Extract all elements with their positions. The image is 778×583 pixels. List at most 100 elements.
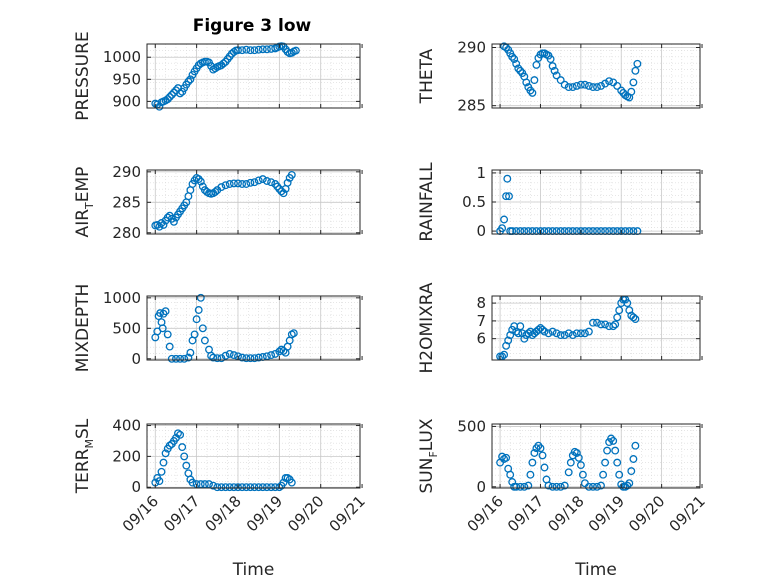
axes-box: [491, 423, 701, 489]
data-point: [526, 86, 535, 95]
data-point: [502, 453, 511, 462]
data-point: [279, 346, 288, 355]
data-point: [568, 331, 577, 340]
data-point: [234, 483, 242, 492]
data-point: [631, 66, 640, 75]
data-point: [277, 187, 286, 196]
data-point: [498, 452, 507, 461]
data-point: [258, 175, 267, 184]
subplot-5: 0 500 1000 MIXDEPTH: [73, 284, 363, 372]
data-point: [229, 483, 238, 492]
data-point: [584, 327, 593, 336]
data-point: [184, 77, 193, 86]
data-point: [500, 350, 509, 359]
data-point: [613, 458, 622, 467]
y-axis-label: RAINFALL: [417, 162, 437, 242]
data-point: [514, 329, 523, 338]
data-point: [209, 353, 218, 362]
data-point: [530, 76, 539, 85]
data-point: [287, 170, 296, 179]
data-point: [528, 88, 537, 97]
data-point: [192, 315, 201, 324]
data-point: [584, 81, 593, 90]
data-point: [159, 458, 168, 467]
data-point: [514, 64, 523, 73]
y-tick-label: 6: [476, 330, 486, 348]
data-point: [163, 330, 172, 339]
data-point: [200, 480, 209, 489]
data-point: [196, 177, 205, 186]
data-point: [506, 470, 515, 479]
data-point: [172, 354, 180, 363]
data-point: [229, 351, 238, 360]
data-point: [180, 452, 189, 461]
y-tick-label: 290: [112, 163, 141, 181]
data-point: [254, 176, 263, 185]
data-point: [176, 430, 185, 439]
data-point: [625, 479, 634, 488]
y-tick-label: 0: [131, 350, 141, 368]
data-point: [564, 83, 573, 92]
data-point: [576, 329, 585, 338]
y-axis-label: THETA: [417, 48, 437, 104]
data-point: [250, 46, 259, 55]
data-point: [246, 354, 255, 363]
data-point: [267, 178, 276, 187]
data-point: [155, 477, 164, 486]
data-point: [508, 52, 517, 61]
data-point: [238, 46, 247, 55]
data-point: [500, 215, 509, 224]
data-point: [246, 46, 255, 55]
data-point: [238, 483, 247, 492]
subplot-4: 0 0.5 1 RAINFALL: [417, 162, 703, 242]
data-point: [213, 354, 222, 363]
data-point: [163, 95, 172, 104]
data-point: [631, 315, 640, 324]
y-tick-label: 500: [457, 417, 486, 435]
data-point: [157, 467, 166, 476]
data-point: [631, 441, 640, 450]
data-point: [613, 313, 622, 322]
data-point: [221, 351, 230, 360]
data-point: [161, 449, 170, 458]
y-tick-label: 0: [131, 478, 141, 496]
data-point: [589, 482, 597, 491]
plot-area: [492, 44, 700, 108]
y-axis-label: AIRTEMP: [73, 167, 96, 238]
y-tick-label: 1: [476, 164, 486, 182]
data-point: [258, 483, 267, 492]
data-point: [564, 329, 573, 338]
axes-box: [491, 295, 701, 361]
data-point: [186, 348, 195, 357]
data-point: [267, 351, 276, 360]
data-point: [273, 182, 282, 191]
data-point: [593, 318, 601, 327]
data-point: [242, 483, 251, 492]
data-point: [211, 187, 220, 196]
data-point: [196, 480, 205, 489]
y-tick-label: 285: [112, 193, 141, 211]
axes-box: [491, 43, 701, 109]
y-axis-label: TERRMSL: [73, 418, 96, 494]
data-point: [615, 306, 624, 315]
data-point: [633, 59, 642, 68]
y-tick-label: 285: [457, 97, 486, 115]
data-point: [250, 178, 259, 187]
data-point: [246, 483, 255, 492]
data-point: [155, 102, 164, 111]
data-point: [548, 62, 557, 71]
data-point: [161, 307, 170, 316]
subplot-3: 280 285 290 AIRTEMP: [73, 163, 363, 242]
data-point: [198, 324, 207, 333]
y-axis-label: H2OMIXRA: [417, 282, 437, 373]
data-point: [158, 324, 167, 333]
data-point: [271, 349, 280, 358]
data-point: [550, 66, 559, 75]
data-point: [576, 80, 585, 89]
data-point: [623, 481, 632, 490]
data-point: [516, 66, 525, 75]
data-point: [242, 354, 251, 363]
y-tick-label: 200: [112, 447, 141, 465]
data-point: [180, 354, 189, 363]
